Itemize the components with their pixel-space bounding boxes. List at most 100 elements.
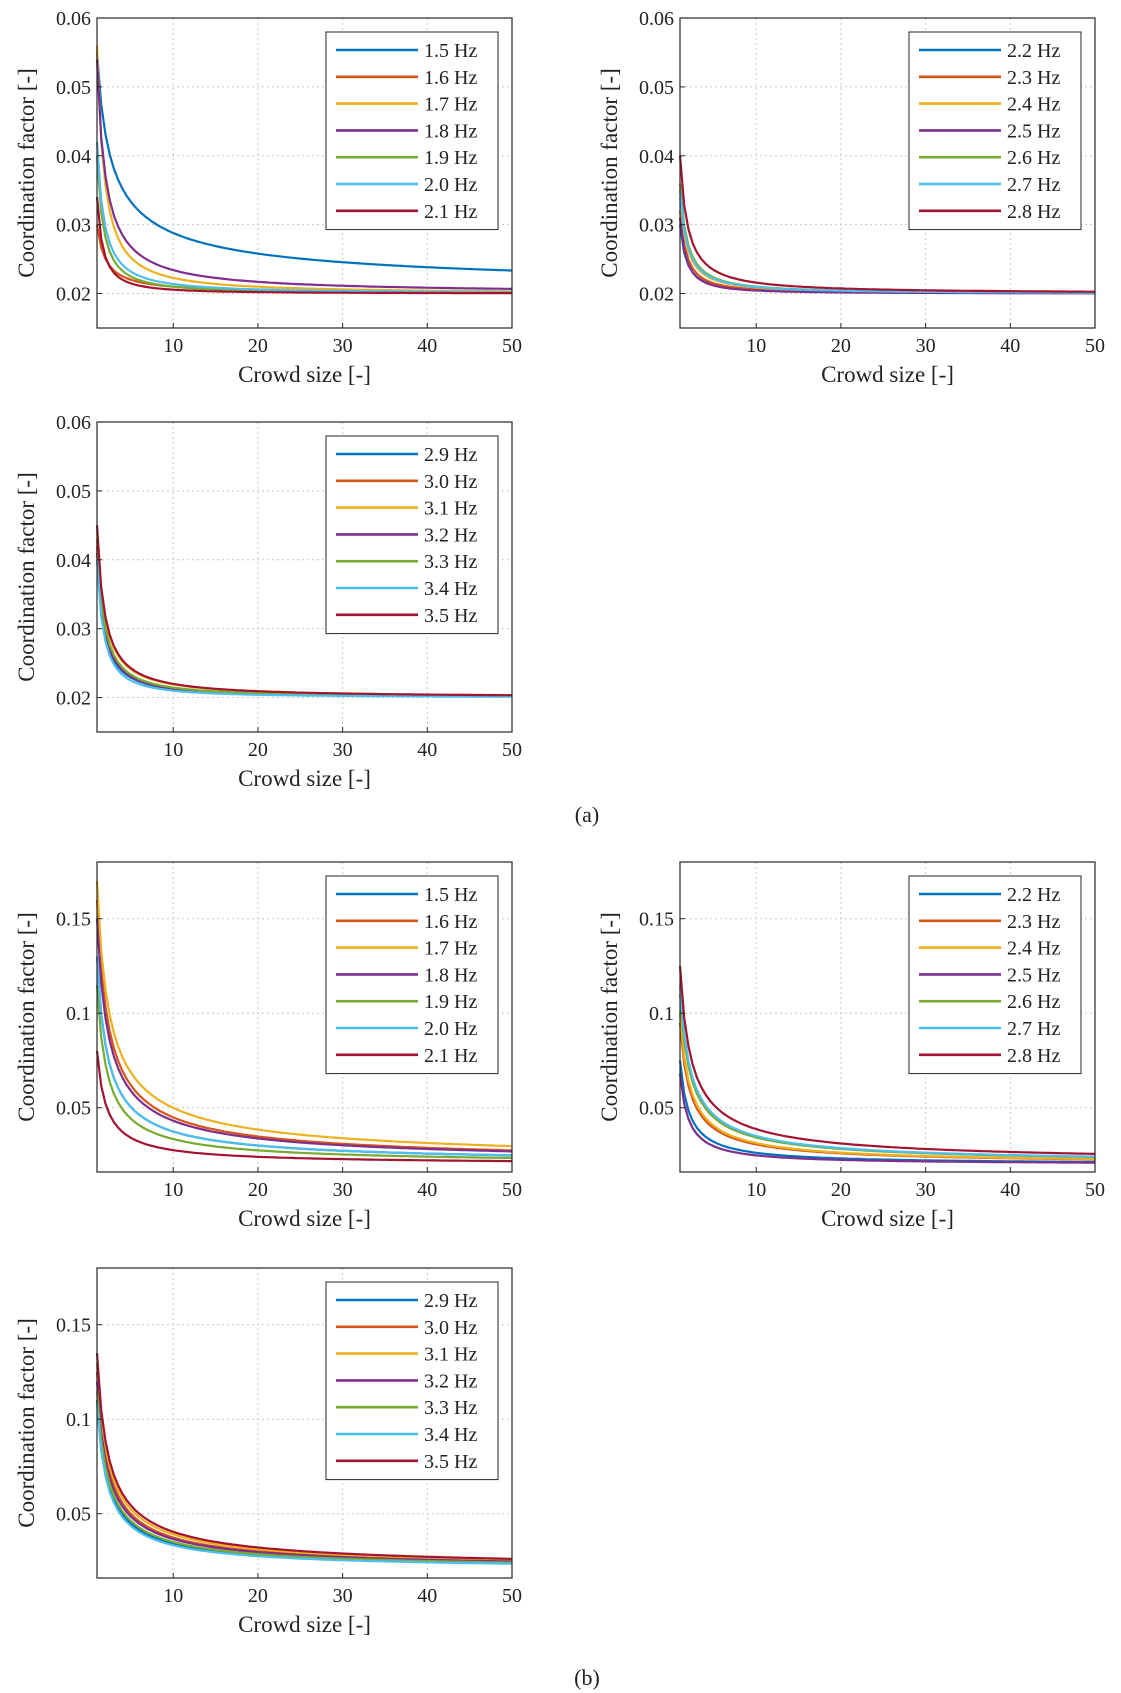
panel-label-a: (a): [575, 802, 599, 827]
chart-a1: 10 20 30 40 50 0.02 0.03 0.04 0.05 0.06 Crowd size…: [14, 8, 522, 387]
legend-entry: 1.8 Hz: [424, 120, 477, 142]
legend: 2.2 Hz 2.3 Hz 2.4 Hz 2.5 Hz 2.6 Hz 2.7 Hz 2.8 …: [908, 875, 1082, 1075]
y-tick-label: 0.04: [639, 146, 674, 168]
x-axis-label: Crowd size [-]: [238, 1612, 371, 1637]
legend-entry: 2.7 Hz: [1007, 174, 1060, 196]
x-tick-label: 30: [333, 1179, 353, 1201]
legend-entry: 2.9 Hz: [424, 1290, 477, 1312]
x-tick-label: 30: [333, 1585, 353, 1607]
legend: 2.9 Hz 3.0 Hz 3.1 Hz 3.2 Hz 3.3 Hz 3.4 Hz 3.5 …: [325, 435, 499, 635]
legend-entry: 2.1 Hz: [424, 1045, 477, 1067]
x-tick-label: 20: [831, 1179, 851, 1201]
legend: 2.2 Hz 2.3 Hz 2.4 Hz 2.5 Hz 2.6 Hz 2.7 Hz 2.8 …: [908, 31, 1082, 231]
x-tick-label: 40: [1000, 335, 1020, 357]
y-axis-label: Coordination factor [-]: [14, 912, 39, 1121]
x-tick-label: 50: [502, 335, 522, 357]
plot-area-frame: [679, 17, 1096, 329]
y-tick-label: 0.05: [639, 1098, 674, 1120]
legend-entry: 2.6 Hz: [1007, 991, 1060, 1013]
series-line-1-7-Hz: [95, 880, 513, 1148]
legend-entry: 2.5 Hz: [1007, 964, 1060, 986]
y-tick-label: 0.15: [56, 1315, 91, 1337]
legend-entry: 2.5 Hz: [1007, 120, 1060, 142]
legend-entry: 2.2 Hz: [1007, 884, 1060, 906]
y-tick-label: 0.05: [56, 77, 91, 99]
x-tick-label: 10: [746, 1179, 766, 1201]
legend-entry: 1.7 Hz: [424, 938, 477, 960]
y-tick-label: 0.15: [56, 909, 91, 931]
legend: 1.5 Hz 1.6 Hz 1.7 Hz 1.8 Hz 1.9 Hz 2.0 Hz 2.1 …: [325, 31, 499, 231]
x-tick-label: 20: [248, 1179, 268, 1201]
series-line-2-8-Hz: [678, 155, 1095, 293]
series-line-1-9-Hz: [95, 984, 513, 1160]
x-axis-label: Crowd size [-]: [821, 1206, 954, 1231]
legend-entry: 2.4 Hz: [1007, 938, 1060, 960]
legend-entry: 1.5 Hz: [424, 40, 477, 62]
series-line-2-1-Hz: [95, 196, 513, 295]
legend-entry: 2.4 Hz: [1007, 94, 1060, 116]
chart-a2: 10 20 30 40 50 0.02 0.03 0.04 0.05 0.06 Crowd size…: [597, 8, 1105, 387]
x-tick-label: 10: [163, 739, 183, 761]
y-axis-label: Coordination factor [-]: [597, 68, 622, 277]
y-axis-label: Coordination factor [-]: [14, 68, 39, 277]
series-line-2-7-Hz: [678, 984, 1096, 1158]
legend-entry: 2.3 Hz: [1007, 67, 1060, 89]
y-axis-label: Coordination factor [-]: [597, 912, 622, 1121]
legend-entry: 2.7 Hz: [1007, 1018, 1060, 1040]
x-axis-label: Crowd size [-]: [238, 766, 371, 791]
series-line-1-8-Hz: [95, 59, 513, 290]
y-tick-label: 0.02: [56, 688, 91, 710]
legend-entry: 2.0 Hz: [424, 1018, 477, 1040]
series-line-2-0-Hz: [95, 141, 512, 294]
x-tick-label: 40: [417, 1585, 437, 1607]
x-tick-label: 50: [502, 739, 522, 761]
x-tick-label: 30: [916, 1179, 936, 1201]
x-tick-label: 30: [333, 739, 353, 761]
legend-entry: 3.5 Hz: [424, 1451, 477, 1473]
legend-entry: 2.3 Hz: [1007, 911, 1060, 933]
y-tick-label: 0.04: [56, 550, 91, 572]
y-axis-label: Coordination factor [-]: [14, 472, 39, 681]
series-line-2-0-Hz: [95, 956, 512, 1157]
legend-entry: 2.1 Hz: [424, 201, 477, 223]
legend-entry: 3.2 Hz: [424, 1370, 477, 1392]
legend: 2.9 Hz 3.0 Hz 3.1 Hz 3.2 Hz 3.3 Hz 3.4 Hz 3.5 …: [325, 1281, 499, 1481]
series-line-3-2-Hz: [95, 1381, 513, 1563]
y-tick-label: 0.06: [639, 8, 674, 30]
y-tick-label: 0.05: [639, 77, 674, 99]
series-line-2-5-Hz: [678, 1073, 1095, 1164]
series-line-2-1-Hz: [95, 1050, 512, 1163]
y-tick-label: 0.04: [56, 146, 91, 168]
x-tick-label: 40: [417, 335, 437, 357]
y-tick-label: 0.03: [56, 215, 91, 237]
legend-entry: 3.3 Hz: [424, 1397, 477, 1419]
x-tick-label: 30: [333, 335, 353, 357]
plot-area-frame: [96, 17, 513, 329]
plot-area-frame: [679, 861, 1096, 1173]
x-tick-label: 50: [502, 1585, 522, 1607]
series-line-3-3-Hz: [95, 1390, 513, 1564]
x-axis-label: Crowd size [-]: [238, 362, 371, 387]
series-line-2-8-Hz: [678, 965, 1096, 1155]
series-line-3-4-Hz: [95, 1404, 512, 1565]
y-tick-label: 0.05: [56, 1504, 91, 1526]
y-tick-label: 0.06: [56, 412, 91, 434]
legend-entry: 2.2 Hz: [1007, 40, 1060, 62]
series-line-3-5-Hz: [95, 1353, 513, 1560]
plot-area-frame: [96, 1267, 513, 1579]
chart-b2: 10 20 30 40 50 0.05 0.1 0.15 Crowd size [-] Coord…: [597, 861, 1105, 1231]
chart-b3: 10 20 30 40 50 0.05 0.1 0.15 Crowd size [-] Coord…: [14, 1267, 522, 1637]
x-tick-label: 30: [916, 335, 936, 357]
x-tick-label: 50: [1085, 335, 1105, 357]
y-tick-label: 0.03: [639, 215, 674, 237]
legend-entry: 3.4 Hz: [424, 1424, 477, 1446]
x-tick-label: 20: [248, 739, 268, 761]
x-tick-label: 50: [502, 1179, 522, 1201]
series-line-3-5-Hz: [95, 525, 512, 697]
legend-entry: 1.9 Hz: [424, 991, 477, 1013]
y-tick-label: 0.15: [639, 909, 674, 931]
series-line-1-8-Hz: [95, 918, 513, 1153]
legend-entry: 3.5 Hz: [424, 605, 477, 627]
x-tick-label: 50: [1085, 1179, 1105, 1201]
